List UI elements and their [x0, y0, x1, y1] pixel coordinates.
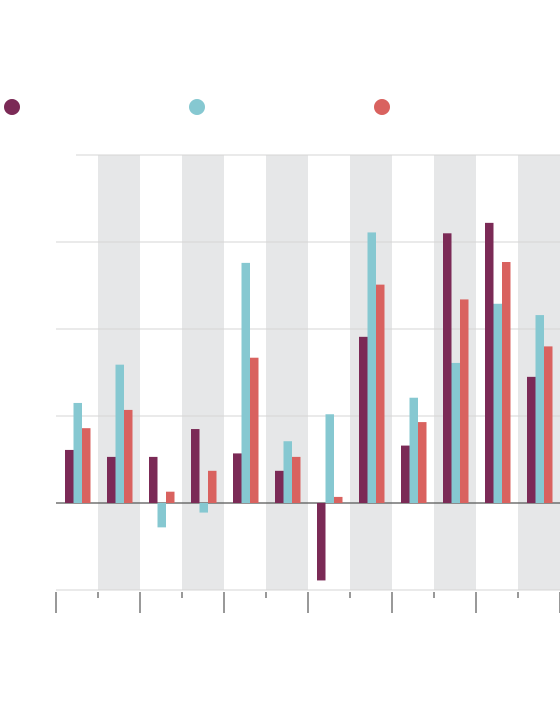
bar	[241, 262, 250, 503]
band-shade	[266, 155, 308, 590]
bar	[199, 503, 208, 513]
bar	[292, 456, 301, 503]
legend-marker	[4, 99, 20, 115]
bar	[409, 397, 418, 503]
bar	[334, 496, 343, 503]
bar	[191, 429, 200, 503]
bar	[367, 232, 376, 503]
bar	[443, 233, 452, 504]
bar	[124, 409, 133, 503]
bar	[460, 299, 469, 503]
bar	[493, 303, 502, 503]
bar	[502, 262, 511, 503]
bar	[149, 456, 158, 503]
bar	[485, 222, 494, 504]
bar	[107, 456, 116, 503]
bar	[233, 453, 242, 503]
bar	[166, 491, 175, 503]
bar	[73, 402, 82, 503]
bar	[359, 336, 368, 503]
legend-marker	[189, 99, 205, 115]
bar	[418, 422, 427, 503]
bar	[157, 503, 166, 528]
bar	[317, 503, 326, 581]
bar	[208, 470, 217, 503]
bar	[283, 441, 292, 503]
bar	[544, 346, 553, 503]
bar	[325, 414, 334, 503]
bar	[527, 376, 536, 503]
bar	[82, 428, 91, 503]
bar	[115, 364, 124, 503]
bar	[376, 284, 385, 503]
bar	[401, 445, 410, 503]
bar	[250, 357, 259, 503]
band-shade	[182, 155, 224, 590]
bar	[535, 315, 544, 503]
bar	[451, 362, 460, 503]
legend-marker	[374, 99, 390, 115]
bar	[65, 449, 74, 503]
bar	[275, 470, 284, 503]
